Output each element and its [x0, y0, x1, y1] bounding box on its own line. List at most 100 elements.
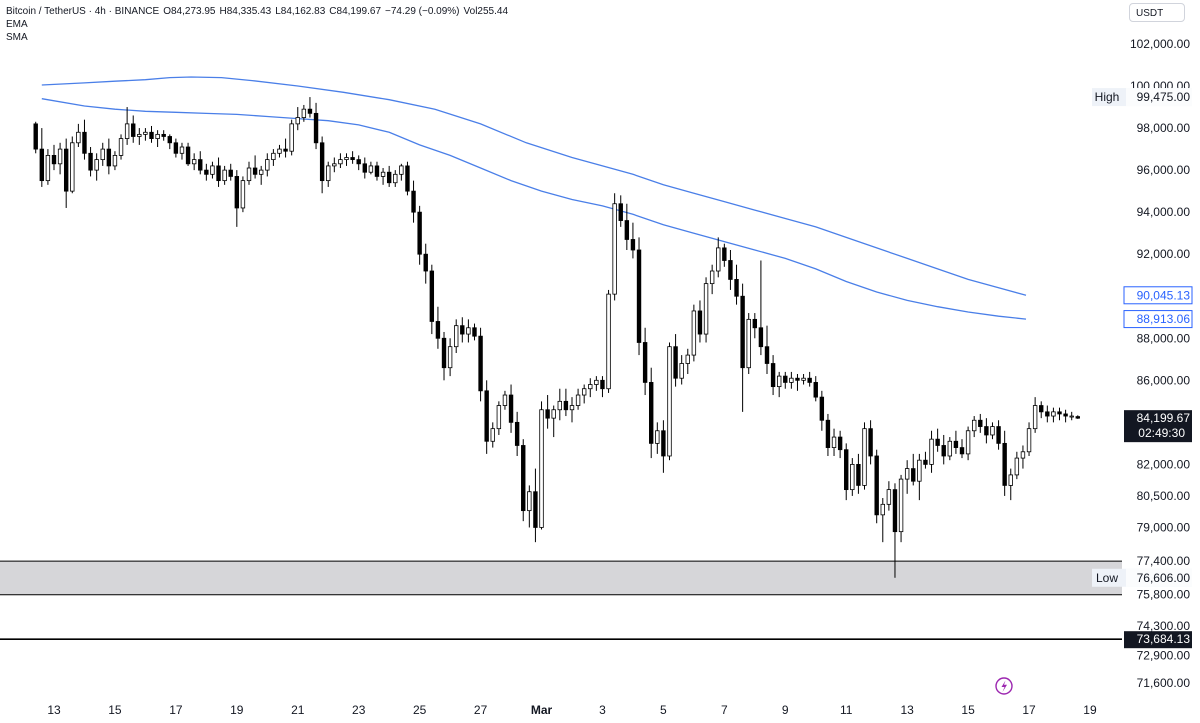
candle-body: [545, 409, 550, 419]
y-tick-label: 82,000.00: [1137, 457, 1191, 471]
candle-body: [581, 388, 587, 396]
candle-body: [728, 260, 733, 280]
candle-body: [716, 247, 721, 272]
candle-body: [185, 146, 191, 165]
candle: [1026, 422, 1032, 456]
x-tick-label: 27: [474, 703, 488, 717]
candle: [338, 153, 343, 169]
candle-body: [386, 171, 392, 184]
price-tags-layer: High 99,475.00 90,045.13 88,913.06 84,199.67…: [1092, 88, 1193, 649]
candle: [447, 338, 453, 377]
candle: [344, 153, 349, 166]
y-tick-label: 98,000.00: [1137, 121, 1191, 135]
candle-body: [746, 318, 751, 369]
candle: [51, 144, 57, 171]
candle: [551, 405, 556, 438]
candle-body: [514, 421, 520, 446]
candle-body: [990, 426, 995, 436]
candle: [831, 428, 837, 456]
candle-body: [1051, 411, 1056, 417]
candle-body: [734, 279, 739, 297]
candle: [618, 195, 623, 227]
x-tick-label: 17: [169, 703, 183, 717]
candle-body: [1032, 405, 1038, 430]
candle-body: [929, 438, 934, 465]
candle-body: [362, 163, 367, 173]
candle-body: [173, 142, 179, 154]
lightning-icon[interactable]: [995, 677, 1013, 695]
candle-body: [307, 108, 313, 114]
candle: [454, 319, 459, 353]
candle-body: [502, 394, 508, 406]
candle-body: [374, 165, 380, 177]
candle: [941, 434, 946, 465]
candle-body: [673, 346, 678, 379]
candle-body: [484, 390, 489, 442]
candle-body: [923, 459, 928, 465]
candle-body: [1008, 474, 1013, 486]
candle-body: [978, 419, 983, 427]
indicator-sma-label[interactable]: SMA: [6, 32, 28, 43]
candle: [764, 325, 770, 375]
moving-averages-layer: [41, 76, 1027, 320]
candle-body: [691, 310, 697, 356]
candle: [545, 395, 550, 429]
candle-body: [124, 123, 130, 139]
candle-body: [649, 382, 654, 444]
candle: [271, 149, 276, 166]
candle-body: [319, 142, 325, 182]
low-label: L: [275, 6, 281, 17]
candle-body: [819, 396, 825, 421]
y-tick-label: 75,800.00: [1137, 588, 1191, 602]
candle: [191, 153, 197, 171]
candle: [411, 180, 416, 223]
candle-body: [752, 318, 758, 329]
candle-body: [70, 142, 75, 192]
candle: [728, 249, 733, 290]
candle-body: [758, 327, 764, 348]
candle: [783, 371, 788, 389]
candle: [478, 327, 483, 402]
candle-body: [143, 131, 148, 135]
time-axis: 13 15 17 19 21 23 25 27 Mar 3 5 7 9 11 13 15 17 19: [47, 703, 1097, 717]
open-number: 84,273.95: [170, 6, 216, 17]
volume-number: 255.44: [477, 6, 509, 17]
candle-body: [959, 447, 965, 455]
candle-body: [411, 190, 416, 213]
candle-body: [703, 283, 709, 335]
currency-selector[interactable]: USDT: [1129, 3, 1185, 22]
candle-body: [953, 440, 959, 448]
candle: [94, 153, 99, 181]
candle: [819, 390, 825, 431]
candle: [63, 138, 69, 208]
candle: [929, 430, 934, 473]
candle: [210, 161, 215, 179]
candle: [971, 416, 977, 438]
candle: [959, 439, 965, 459]
candle-body: [417, 211, 422, 255]
y-tick-label: 96,000.00: [1137, 163, 1191, 177]
candle: [856, 453, 861, 494]
candle: [569, 397, 575, 423]
candle-body: [935, 438, 940, 446]
candle: [240, 176, 246, 213]
candle-body: [447, 346, 453, 369]
candle: [679, 355, 684, 385]
candle-body: [917, 459, 922, 482]
candle: [472, 323, 477, 341]
support-zone: [0, 561, 1122, 595]
candle-body: [429, 270, 435, 322]
candle-body: [118, 138, 124, 156]
indicator-ema-label[interactable]: EMA: [6, 19, 28, 30]
candle-body: [911, 468, 916, 482]
candle: [697, 300, 703, 343]
candle: [332, 157, 337, 173]
candle: [776, 371, 782, 398]
candle-body: [240, 180, 246, 209]
symbol-label[interactable]: Bitcoin / TetherUS · 4h · BINANCE: [6, 6, 160, 17]
candle: [1045, 405, 1050, 423]
candle: [228, 163, 233, 181]
candle: [380, 168, 386, 185]
